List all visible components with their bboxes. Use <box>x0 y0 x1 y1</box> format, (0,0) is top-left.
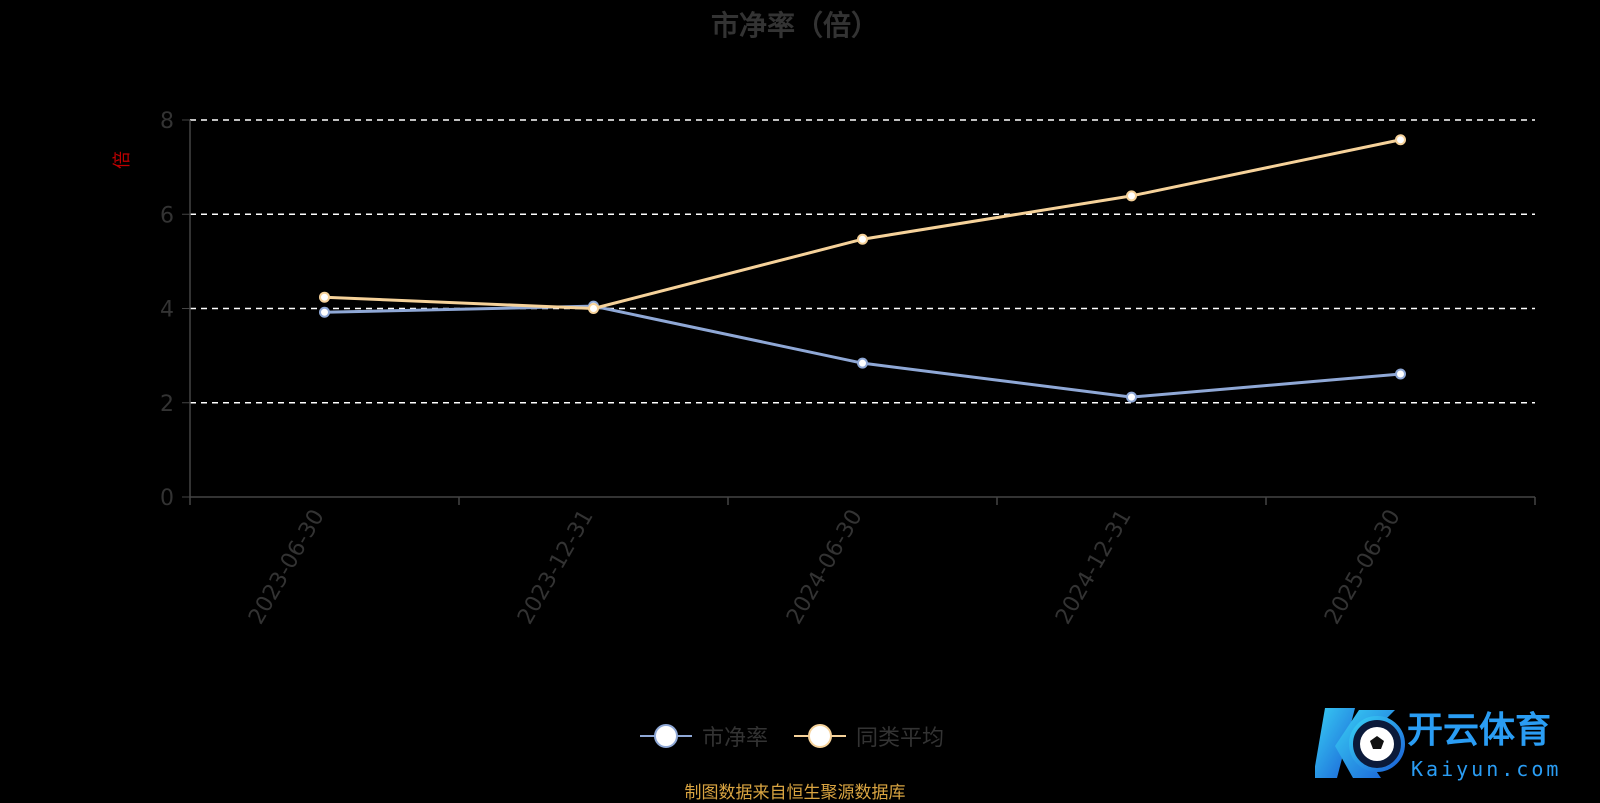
y-axis-label: 倍 <box>112 151 133 169</box>
y-tick-label: 2 <box>160 392 174 417</box>
legend-marker-series-2 <box>794 724 847 748</box>
data-point <box>1126 391 1137 403</box>
x-tick-label: 2023-12-31 <box>513 506 599 629</box>
grid-lines <box>190 119 1535 404</box>
legend-label-series-1: 市净率 <box>702 726 769 751</box>
kaiyun-logo: 开云体育 Kaiyun.com <box>1315 708 1561 781</box>
legend-label-series-2: 同类平均 <box>856 726 945 751</box>
series-line-2 <box>324 138 1401 310</box>
chart-title: 市净率（倍） <box>710 9 879 42</box>
data-point <box>1395 134 1406 146</box>
data-point <box>857 357 868 369</box>
legend: 市净率 同类平均 <box>640 720 944 752</box>
x-tick-label: 2024-06-30 <box>782 506 868 629</box>
source-note: 制图数据来自恒生聚源数据库 <box>684 783 906 803</box>
x-tick-label: 2025-06-30 <box>1320 506 1406 629</box>
brand-en: Kaiyun.com <box>1411 757 1561 781</box>
data-point <box>1395 368 1406 380</box>
y-tick-label: 8 <box>160 109 174 134</box>
y-tick-label: 6 <box>160 203 174 228</box>
legend-item-series-2[interactable]: 同类平均 <box>794 720 944 752</box>
x-tick-label: 2024-12-31 <box>1051 506 1137 629</box>
legend-marker-series-1 <box>640 724 692 748</box>
legend-item-series-1[interactable]: 市净率 <box>640 720 768 752</box>
data-point <box>319 291 330 303</box>
x-tick-label: 2023-06-30 <box>244 506 330 629</box>
data-point <box>588 303 599 314</box>
series-line-1 <box>324 304 1401 399</box>
axes: 0 2 4 6 8 2023-06-30 2023-12-31 2024-06-30 2024-… <box>160 109 1536 629</box>
series-lines <box>319 134 1406 403</box>
data-point <box>1126 190 1137 202</box>
y-tick-label: 0 <box>160 486 174 511</box>
data-point <box>319 306 330 318</box>
data-point <box>857 233 868 245</box>
y-tick-label: 4 <box>160 298 174 323</box>
brand-cn: 开云体育 <box>1407 710 1551 751</box>
